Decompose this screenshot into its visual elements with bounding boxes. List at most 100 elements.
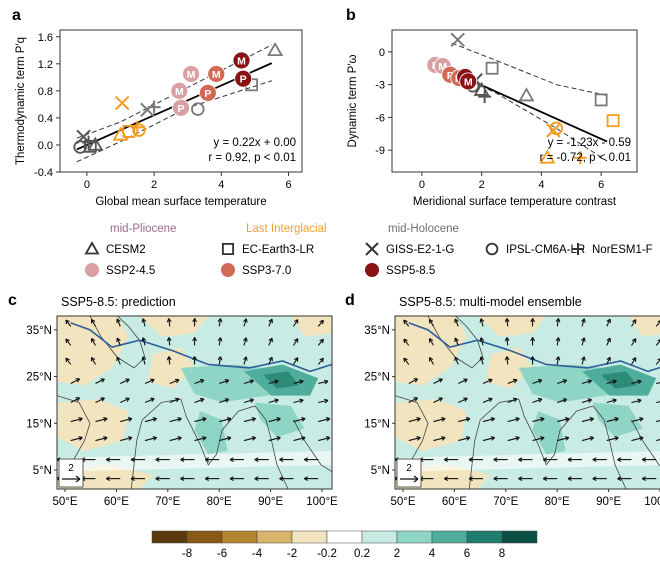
map-x-tick-label: 60°E [442, 496, 467, 508]
wet-region-core [601, 371, 637, 389]
scenario-point [170, 81, 189, 100]
map-x-tick-label: 100°E [644, 496, 660, 508]
wind-arrow-head [152, 417, 158, 422]
colorbar-segment [326, 530, 363, 544]
wind-arrow [95, 397, 105, 403]
wind-arrow [218, 318, 222, 327]
model-point [130, 120, 144, 134]
dry-region [485, 347, 533, 389]
wind-arrow-head [100, 397, 105, 402]
colorbar-segment [221, 530, 258, 544]
wind-arrow-head [229, 457, 234, 462]
wind-arrow-head [199, 397, 205, 403]
map-panel-d: 2 SSP5-8.5: multi-model ensemble 50°E 60°E 7… [364, 295, 660, 508]
wind-arrow [219, 437, 232, 442]
wind-arrow [168, 337, 171, 346]
colorbar-label: -6 [217, 548, 227, 560]
wind-arrow [243, 437, 256, 442]
wind-arrow-head [175, 397, 180, 403]
wind-arrow [219, 418, 232, 423]
map-y-tick-label: 5°N [33, 465, 52, 477]
wind-arrow-head [166, 318, 172, 323]
map-y-tick-label: 15°N [26, 418, 52, 430]
colorbar-label: -2 [287, 548, 297, 560]
wind-arrow [606, 356, 611, 365]
wind-arrow-head [564, 417, 570, 422]
y-tick-label: -0.4 [34, 167, 53, 179]
colorbar-segment [291, 530, 328, 544]
wind-arrow-head [454, 337, 459, 343]
wind-arrow-head [641, 457, 647, 462]
wind-arrow [268, 356, 273, 365]
legend-scenarios: SSP2-4.5 SSP3-7.0 SSP5-8.5 [85, 263, 435, 277]
wind-arrow-head [639, 436, 644, 441]
wind-arrow-head [202, 417, 207, 422]
wind-arrow [557, 437, 570, 442]
legend-scenario-label: SSP2-4.5 [106, 265, 155, 277]
neutral-band [57, 450, 332, 472]
wind-arrow-head [324, 398, 329, 404]
map-y-tick-label: 25°N [364, 372, 390, 384]
wind-arrow [581, 318, 585, 327]
wind-arrow [631, 399, 642, 404]
wind-arrow-head [303, 457, 309, 462]
x-axis-label: Global mean surface temperature [95, 196, 266, 208]
wind-arrow-head [268, 356, 273, 362]
wind-arrow [169, 398, 180, 404]
wind-arrow [144, 437, 157, 442]
wind-arrow [581, 337, 585, 346]
wind-arrow-head [243, 318, 248, 323]
wind-arrow-head [125, 378, 130, 383]
wind-arrow-head [438, 378, 443, 383]
wind-arrow-head [416, 436, 421, 441]
map-frame [394, 315, 660, 490]
wind-arrow-head [65, 319, 70, 325]
model-point [518, 87, 535, 102]
wind-arrow-head [65, 338, 70, 344]
wind-arrow-head [78, 417, 83, 422]
map-y-tick-label: 25°N [26, 372, 52, 384]
wind-arrow-head [617, 457, 622, 462]
wind-arrow-head [490, 436, 496, 441]
wind-arrow-head [251, 436, 257, 441]
legend-scenario-label: SSP5-8.5 [386, 265, 435, 277]
wind-arrow [243, 337, 247, 346]
wind-arrow [70, 397, 80, 403]
wind-arrow-head [454, 356, 459, 362]
wind-arrow-head [155, 476, 160, 482]
colorbar: -8 -6 -4 -2 -0.2 0.2 2 4 6 8 [151, 530, 538, 560]
wind-arrow-head [127, 436, 133, 441]
wind-arrow [144, 418, 157, 423]
map-x-tick-label: 50°E [390, 496, 415, 508]
model-point [147, 100, 161, 114]
wind-arrow [408, 437, 421, 442]
map-y-tick-label: 35°N [26, 325, 52, 337]
wind-arrow-head [454, 318, 459, 323]
wind-arrow-head [567, 476, 572, 482]
legend-period-mid-holocene: mid-Holocene [388, 223, 459, 235]
y-axis-label: Dynamic term P′ω [347, 55, 359, 148]
wind-arrow-head [226, 436, 232, 441]
panel-label-c: c [8, 292, 17, 309]
wind-arrow [144, 398, 155, 404]
wind-arrow-head [479, 318, 485, 323]
model-point [83, 139, 97, 153]
coastline [293, 419, 332, 473]
wind-arrow [70, 437, 83, 442]
colorbar-label: 8 [499, 548, 505, 560]
wind-arrow-head [564, 436, 570, 441]
wind-arrow [169, 437, 182, 442]
wind-arrow-head [428, 357, 434, 362]
wind-arrow-head [488, 397, 493, 403]
wind-arrow-head [141, 356, 147, 361]
dry-region [139, 316, 209, 337]
scatter-plot-b: 0 2 4 6 0 -3 -6 -9 Meridional surface temperatur… [347, 29, 638, 208]
wind-arrow-head [224, 398, 230, 403]
wind-arrow [631, 418, 644, 423]
wet-region-core [263, 371, 299, 389]
wind-arrow-head [293, 357, 299, 362]
x-tick-label: 6 [598, 179, 604, 191]
wind-arrow-head [562, 398, 568, 403]
wind-arrow-head [105, 476, 111, 482]
